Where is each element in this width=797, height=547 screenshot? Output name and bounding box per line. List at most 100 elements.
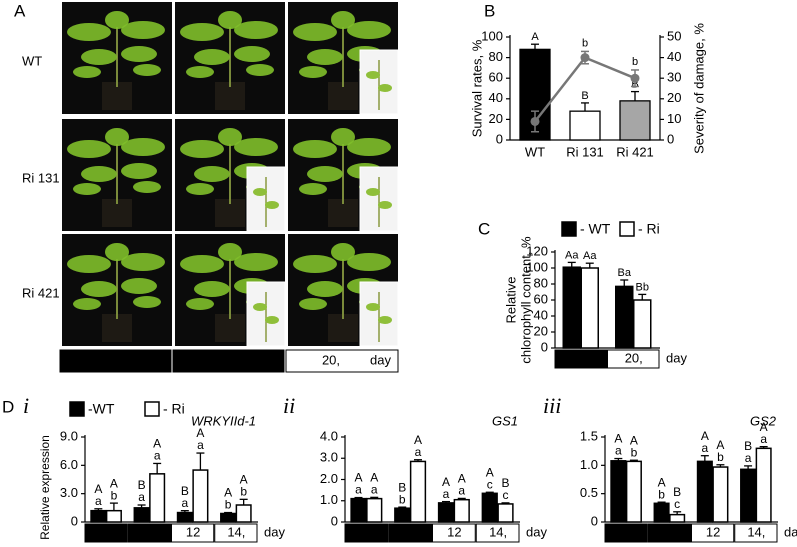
leaf	[307, 49, 343, 65]
significance-letter: b	[240, 485, 247, 499]
category-band	[554, 349, 607, 369]
y-tick-label: 30	[667, 70, 681, 85]
y-axis-label: Relative expression	[38, 435, 52, 540]
significance-letter: A	[153, 437, 161, 451]
legend-label: - Ri	[163, 401, 185, 417]
leaf	[299, 66, 327, 78]
leaf	[186, 66, 214, 78]
timeline-segment	[59, 349, 172, 373]
leaf	[73, 183, 101, 195]
leaf	[133, 64, 161, 76]
significance-letter: A	[442, 475, 450, 489]
significance-letter: b	[111, 488, 118, 502]
timeline-segment	[172, 349, 285, 373]
y-tick-label: 60	[534, 291, 548, 306]
inset-leaf	[265, 316, 279, 324]
y-tick-label: 0.5	[580, 485, 598, 500]
x-unit: day	[784, 524, 797, 539]
x-tick-label: 12	[706, 524, 720, 539]
leaf	[218, 128, 242, 146]
point	[580, 53, 590, 63]
significance-letter: a	[181, 496, 188, 510]
significance-letter: c	[674, 497, 680, 511]
category-band	[691, 523, 735, 543]
category-band	[604, 523, 648, 543]
leaf	[121, 163, 157, 179]
leaf	[218, 243, 242, 261]
legend-swatch	[561, 221, 577, 237]
gene-name: WRKYIId-1	[191, 413, 256, 428]
legend-swatch	[69, 401, 85, 417]
significance-letter: a	[532, 97, 539, 109]
bar	[176, 511, 193, 523]
leaf	[234, 21, 278, 39]
significance-letter: Aa	[583, 250, 597, 262]
significance-letter: a	[355, 483, 362, 497]
bar	[696, 460, 713, 523]
leaf	[194, 166, 230, 182]
category-band	[84, 523, 128, 543]
significance-letter: A	[630, 433, 638, 447]
significance-letter: B	[744, 439, 752, 453]
inset-leaf	[366, 303, 380, 311]
leaf	[73, 66, 101, 78]
y-tick-label: 0	[541, 339, 548, 354]
bar	[615, 285, 634, 349]
leaf	[293, 255, 337, 273]
y-tick-label: 3.0	[320, 450, 338, 465]
significance-letter: b	[632, 56, 638, 68]
panel-label: C	[478, 219, 490, 238]
bar	[653, 502, 670, 523]
bar	[610, 460, 627, 523]
inset-leaf	[378, 84, 392, 92]
leaf	[331, 243, 355, 261]
significance-letter: a	[197, 438, 204, 452]
bar	[350, 497, 367, 523]
leaf	[73, 298, 101, 310]
leaf	[347, 21, 391, 39]
leaf	[81, 49, 117, 65]
bar	[669, 513, 686, 523]
significance-letter: A	[701, 429, 709, 443]
bar	[453, 498, 470, 523]
category-band	[475, 523, 520, 543]
x-tick-label: 11	[663, 524, 677, 539]
bar	[366, 497, 383, 523]
x-tick-label: 14,	[227, 524, 245, 539]
significance-letter: b	[225, 498, 232, 512]
significance-letter: a	[615, 444, 622, 458]
inset-leaf	[378, 316, 392, 324]
x-tick-label: 0	[103, 524, 110, 539]
gene-name: GS2	[750, 413, 777, 428]
y-tick-label: 9.0	[60, 428, 78, 443]
y-tick-label: 6.0	[60, 457, 78, 472]
y-tick-label: 0	[331, 513, 338, 528]
leaf	[307, 166, 343, 182]
y-axis-label: chlorophyll content, %	[518, 236, 533, 364]
bar	[220, 512, 237, 523]
significance-letter: a	[701, 441, 708, 455]
point	[630, 73, 640, 83]
y-tick-label: 80	[489, 49, 503, 64]
y2-axis-label: Severity of damage, %	[691, 23, 706, 154]
leaf	[105, 128, 129, 146]
leaf	[299, 298, 327, 310]
bar	[625, 460, 642, 523]
x-tick-label: Ri 131	[566, 144, 604, 159]
x-unit: day	[666, 350, 687, 365]
leaf	[180, 140, 224, 158]
significance-letter: b	[399, 492, 406, 506]
leaf	[121, 21, 165, 39]
row-label: Ri 421	[22, 285, 60, 300]
y-tick-label: 100	[481, 28, 503, 43]
leaf	[299, 183, 327, 195]
significance-letter: B	[581, 90, 588, 102]
significance-letter: A	[716, 438, 724, 452]
leaf	[105, 11, 129, 29]
x-unit: day	[264, 524, 285, 539]
panel-label: A	[14, 1, 26, 20]
leaf	[81, 166, 117, 182]
bar	[235, 504, 252, 523]
leaf	[234, 138, 278, 156]
x-tick-label: 14,	[489, 524, 507, 539]
